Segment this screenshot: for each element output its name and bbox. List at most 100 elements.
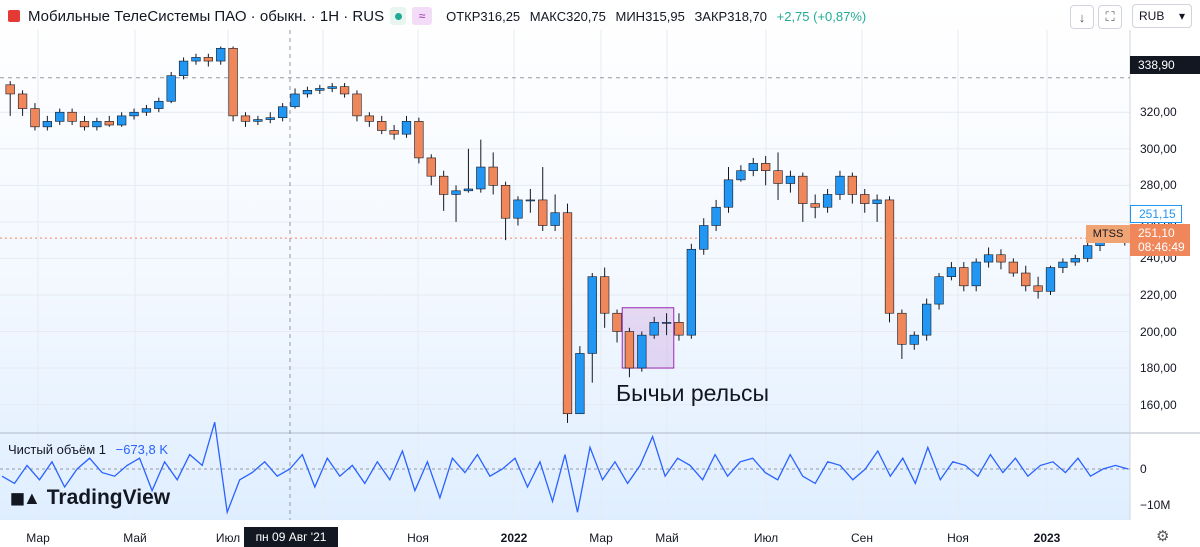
- candle-body: [278, 106, 288, 119]
- currency-select[interactable]: RUB ▾: [1132, 4, 1192, 28]
- reference-price-value: 251,15: [1139, 207, 1176, 221]
- candle-body: [661, 322, 672, 324]
- candle-body: [451, 190, 461, 195]
- candle-body: [835, 175, 845, 195]
- time-tick-label: Ноя: [407, 531, 429, 545]
- candle-body: [463, 188, 474, 192]
- ohlc-low-label: МИН: [615, 8, 646, 24]
- candle-body: [847, 175, 857, 195]
- crosshair-date-tag: пн 09 Авг '21: [244, 527, 338, 547]
- time-tick-label: Июл: [753, 531, 779, 545]
- settings-gear-icon[interactable]: ⚙: [1156, 528, 1170, 545]
- time-tick-label: Май: [123, 531, 147, 545]
- ohlc-close-value: 318,70: [727, 8, 767, 24]
- candle-body: [401, 121, 412, 135]
- candle-body: [959, 267, 969, 287]
- candle-body: [1058, 261, 1068, 268]
- reference-price-tag: 251,15: [1130, 205, 1182, 223]
- candle-body: [5, 84, 15, 95]
- candle-body: [265, 117, 275, 120]
- time-tick-label: Ноя: [947, 531, 969, 545]
- time-tick-label: 2022: [500, 531, 528, 545]
- candle-body: [748, 163, 758, 172]
- candle-body: [104, 121, 114, 126]
- candle-body: [600, 276, 610, 314]
- volume-indicator-value: −673,8 K: [115, 442, 169, 457]
- candle-body: [17, 93, 28, 109]
- candle-body: [946, 267, 957, 277]
- tradingview-logo[interactable]: ◼▲ TradingView: [10, 486, 170, 510]
- ohlc-open-label: ОТКР: [446, 8, 481, 24]
- candle-body: [761, 163, 771, 172]
- candle-body: [575, 353, 585, 415]
- candle-body: [711, 206, 721, 226]
- candle-body: [562, 212, 573, 415]
- candle-body: [327, 86, 337, 89]
- volume-axis-min: −10M: [1140, 498, 1171, 512]
- candle-body: [42, 121, 52, 128]
- candle-body: [30, 108, 40, 128]
- candle-body: [253, 119, 263, 122]
- candle-body: [426, 157, 436, 177]
- tradingview-logo-icon: ◼▲: [10, 487, 41, 508]
- time-tick-label: Мар: [589, 531, 613, 545]
- volume-pane-title: Чистый объём 1 −673,8 K: [8, 442, 168, 457]
- candle-body: [996, 254, 1006, 263]
- ticker-tag: MTSS: [1086, 225, 1130, 243]
- candle-body: [377, 121, 387, 131]
- candle-body: [513, 199, 523, 219]
- candle-body: [129, 111, 139, 117]
- candle-body: [674, 322, 684, 336]
- time-tick-label: Май: [655, 531, 679, 545]
- symbol-logo-icon: [8, 10, 20, 22]
- candle-body: [922, 303, 932, 336]
- candle-body: [736, 170, 746, 181]
- candle-body: [191, 57, 201, 62]
- candle-body: [872, 199, 882, 204]
- candle-body: [203, 57, 213, 62]
- candle-body: [500, 185, 511, 219]
- market-status-icon[interactable]: [390, 7, 407, 25]
- candle-body: [822, 194, 833, 208]
- candle-body: [884, 199, 895, 314]
- candle-body: [141, 108, 152, 113]
- candle-body: [79, 121, 90, 128]
- candle-body: [798, 175, 808, 204]
- price-tick-label: 180,00: [1140, 361, 1177, 376]
- candle-body: [364, 115, 374, 122]
- brand-name: TradingView: [46, 486, 171, 509]
- scroll-down-icon[interactable]: ↓: [1070, 5, 1094, 29]
- candle-body: [315, 88, 325, 91]
- chevron-down-icon: ▾: [1178, 9, 1185, 23]
- price-tick-label: 220,00: [1140, 287, 1177, 302]
- candle-body: [983, 254, 994, 263]
- ohlc-readout: ОТКР316,25 МАКС320,75 МИН315,95 ЗАКР318,…: [446, 9, 866, 24]
- fullscreen-icon[interactable]: ⛶: [1098, 5, 1122, 29]
- crosshair-price-tag: 338,90: [1130, 56, 1200, 74]
- candle-body: [723, 179, 734, 208]
- candle-body: [649, 322, 659, 336]
- candle-body: [302, 90, 313, 95]
- ohlc-high-label: МАКС: [529, 8, 567, 24]
- ohlc-open-value: 316,25: [480, 8, 521, 24]
- candle-body: [699, 225, 709, 250]
- candle-body: [1083, 245, 1093, 259]
- candle-body: [612, 312, 622, 332]
- candle-body: [117, 115, 127, 126]
- candle-body: [178, 60, 189, 76]
- candle-body: [352, 93, 362, 117]
- price-tick-label: 200,00: [1140, 324, 1177, 339]
- symbol-title[interactable]: Мобильные ТелеСистемы ПАО · обыкн. · 1Н …: [28, 7, 385, 25]
- ohlc-high-value: 320,75: [566, 8, 606, 24]
- volume-indicator-name[interactable]: Чистый объём 1: [8, 442, 106, 457]
- candle-body: [686, 248, 696, 336]
- annotation-text[interactable]: Бычьи рельсы: [616, 380, 770, 406]
- volume-axis-zero: 0: [1140, 462, 1147, 476]
- candle-body: [637, 334, 647, 369]
- candle-body: [1021, 272, 1031, 287]
- price-tick-label: 320,00: [1140, 105, 1177, 120]
- data-delay-badge[interactable]: ≈: [412, 7, 433, 25]
- candle-body: [67, 111, 77, 122]
